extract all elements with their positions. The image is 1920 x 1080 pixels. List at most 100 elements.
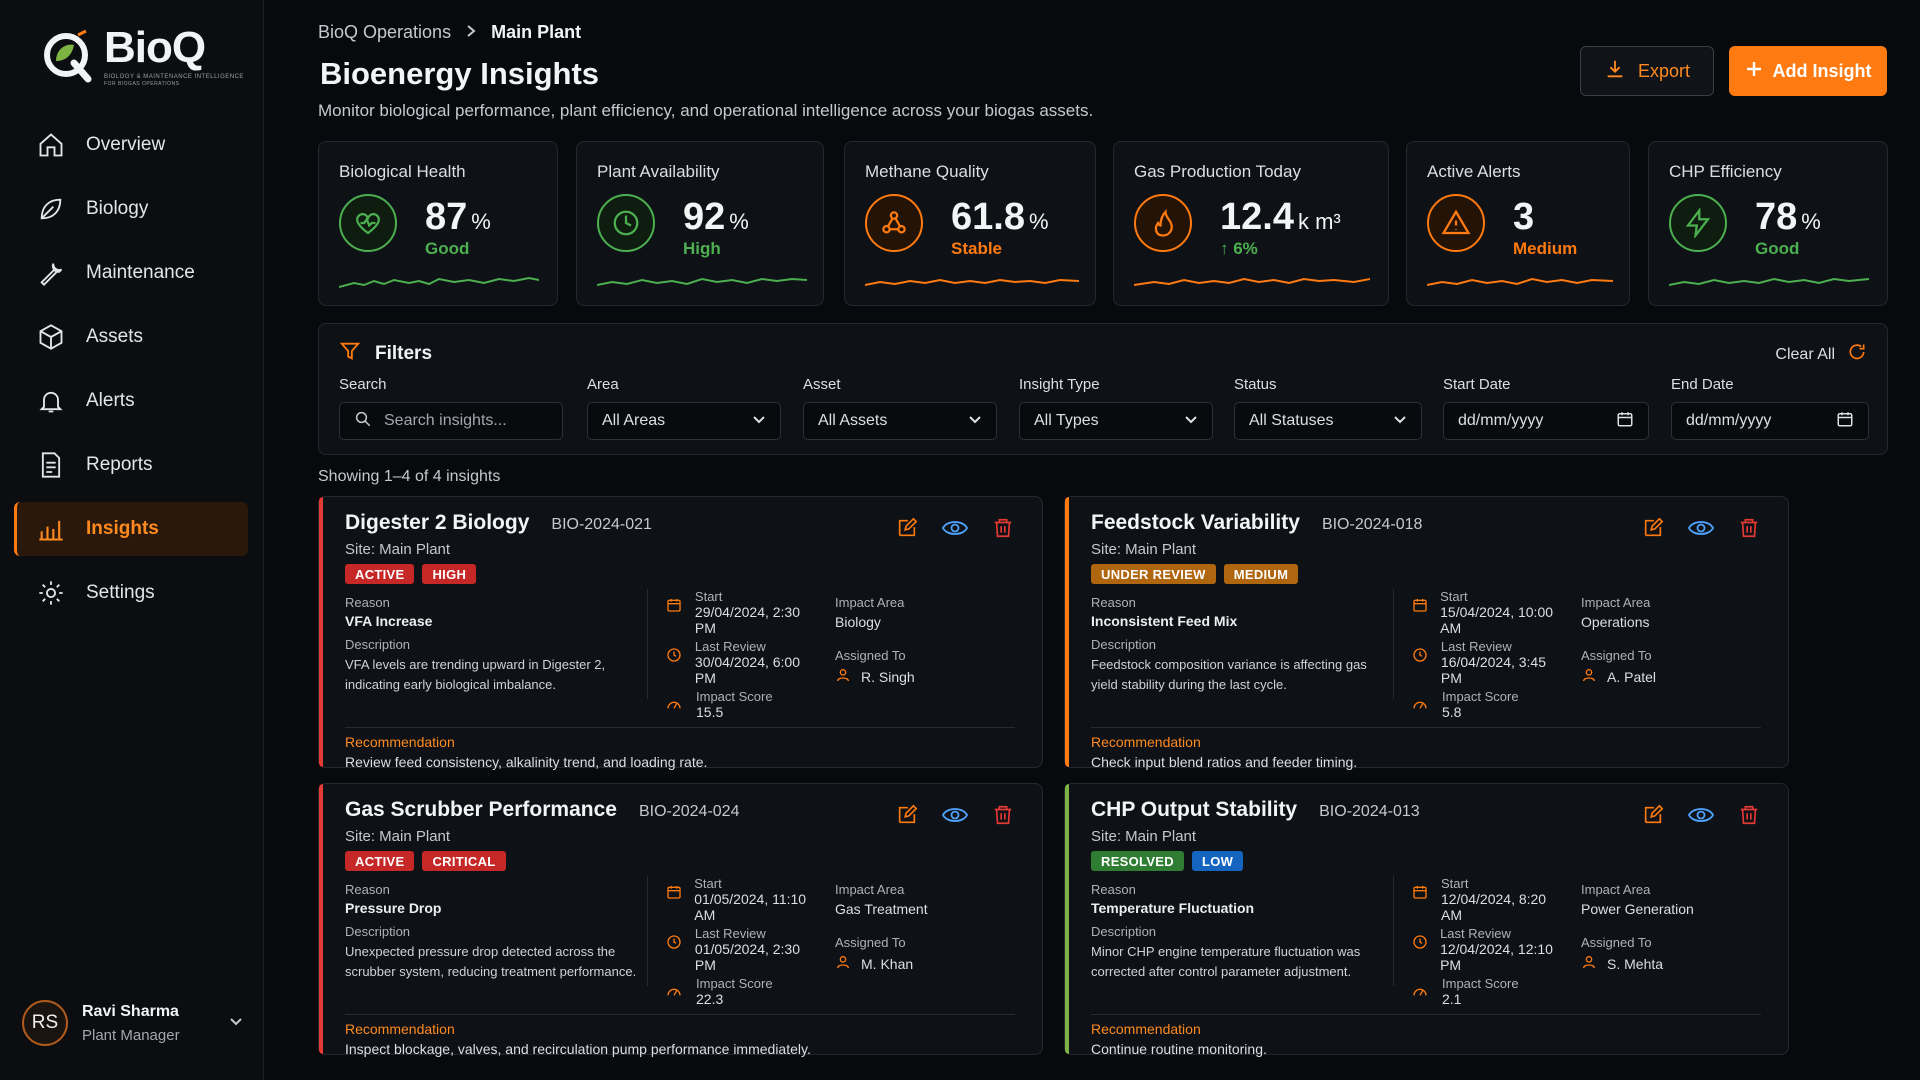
reason-label: Reason: [1091, 595, 1136, 610]
kpi-sparkline: [1134, 277, 1370, 286]
start-value: 15/04/2024, 10:00 AM: [1440, 604, 1554, 636]
chevron-down-icon[interactable]: [228, 1013, 244, 1034]
assigned-to[interactable]: R. Singh: [835, 667, 1015, 686]
clear-all-button[interactable]: Clear All: [1775, 342, 1867, 367]
impact-area-label: Impact Area: [835, 595, 905, 610]
kpi-biological-health[interactable]: Biological Health 87% Good: [318, 141, 558, 306]
brand-logo[interactable]: BioQ BIOLOGY & MAINTENANCE INTELLIGENCE …: [38, 22, 244, 90]
sidebar-item-overview[interactable]: Overview: [14, 118, 248, 172]
trash-icon[interactable]: [1736, 802, 1762, 828]
insight-title: CHP Output Stability: [1091, 798, 1298, 821]
search-input[interactable]: Search insights...: [339, 402, 563, 440]
edit-icon[interactable]: [1640, 515, 1666, 541]
insight-type-select[interactable]: All Types: [1019, 402, 1213, 440]
sidebar-item-reports[interactable]: Reports: [14, 438, 248, 492]
sidebar-item-settings[interactable]: Settings: [14, 566, 248, 620]
insight-site: Site: Main Plant: [345, 828, 451, 845]
brand-tagline-2: FOR BIOGAS OPERATIONS: [104, 80, 180, 87]
filters-panel: Filters Clear All Search Search insights…: [318, 323, 1888, 455]
reason-label: Reason: [345, 882, 390, 897]
sidebar: BioQ BIOLOGY & MAINTENANCE INTELLIGENCE …: [0, 0, 264, 1080]
description-label: Description: [345, 924, 411, 939]
asset-label: Asset: [803, 376, 841, 393]
user-icon: [1581, 954, 1597, 973]
sidebar-item-alerts[interactable]: Alerts: [14, 374, 248, 428]
card-accent-bar: [1065, 497, 1069, 767]
card-reason-column: Reason Pressure Drop Description Unexpec…: [345, 882, 645, 982]
area-select[interactable]: All Areas: [587, 402, 781, 440]
area-value: All Areas: [602, 412, 666, 429]
end-date-input[interactable]: dd/mm/yyyy: [1671, 402, 1869, 440]
kpi-chp-efficiency[interactable]: CHP Efficiency 78% Good: [1648, 141, 1888, 306]
filters-header: Filters: [339, 340, 432, 368]
recommendation-label: Recommendation: [1091, 734, 1201, 750]
bolt-icon: [1669, 194, 1727, 252]
insight-tags: UNDER REVIEW MEDIUM: [1091, 564, 1299, 584]
add-insight-button[interactable]: Add Insight: [1729, 46, 1887, 96]
insight-tags: RESOLVED LOW: [1091, 851, 1244, 871]
card-actions: [1640, 802, 1762, 828]
asset-select[interactable]: All Assets: [803, 402, 997, 440]
export-label: Export: [1637, 60, 1691, 81]
edit-icon[interactable]: [894, 515, 920, 541]
card-impact-column: Impact Area Biology Assigned To R. Singh: [835, 595, 1015, 704]
description-label: Description: [1091, 637, 1157, 652]
bell-icon: [36, 386, 66, 416]
user-icon: [1581, 667, 1597, 686]
kpi-methane-quality[interactable]: Methane Quality 61.8% Stable: [844, 141, 1096, 306]
export-button[interactable]: Export: [1580, 46, 1714, 96]
assigned-to[interactable]: M. Khan: [835, 954, 1015, 973]
status-select[interactable]: All Statuses: [1234, 402, 1422, 440]
sidebar-item-insights[interactable]: Insights: [14, 502, 248, 556]
eye-icon[interactable]: [942, 802, 968, 828]
card-actions: [894, 802, 1016, 828]
insight-card[interactable]: Gas Scrubber Performance BIO-2024-024 Si…: [318, 783, 1043, 1057]
insight-card[interactable]: CHP Output Stability BIO-2024-013 Site: …: [1064, 783, 1789, 1057]
assigned-to-label: Assigned To: [835, 935, 906, 950]
start-label: Start: [1440, 589, 1468, 604]
card-impact-column: Impact Area Operations Assigned To A. Pa…: [1581, 595, 1761, 704]
eye-icon[interactable]: [1688, 802, 1714, 828]
reason-value: Inconsistent Feed Mix: [1091, 613, 1238, 629]
kpi-gas-production[interactable]: Gas Production Today 12.4 k m³ ↑ 6%: [1113, 141, 1389, 306]
card-accent-bar: [1065, 784, 1069, 1054]
results-count: Showing 1–4 of 4 insights: [318, 468, 501, 485]
end-date-value: dd/mm/yyyy: [1686, 412, 1772, 429]
user-icon: [835, 954, 851, 973]
assigned-to[interactable]: S. Mehta: [1581, 954, 1761, 973]
impact-area-label: Impact Area: [835, 882, 905, 897]
calendar-icon: [666, 884, 682, 902]
recommendation-value: Check input blend ratios and feeder timi…: [1091, 754, 1358, 770]
edit-icon[interactable]: [894, 802, 920, 828]
impact-score-label: Impact Score: [696, 689, 773, 704]
impact-score-label: Impact Score: [1442, 976, 1519, 991]
last-review-label: Last Review: [694, 639, 766, 654]
start-date-input[interactable]: dd/mm/yyyy: [1443, 402, 1649, 440]
status-label: Status: [1234, 376, 1277, 393]
edit-icon[interactable]: [1640, 802, 1666, 828]
assigned-to[interactable]: A. Patel: [1581, 667, 1761, 686]
status-value: All Statuses: [1249, 412, 1334, 429]
sidebar-item-biology[interactable]: Biology: [14, 182, 248, 236]
sidebar-nav: Overview Biology Maintenance Assets Aler…: [14, 118, 248, 630]
impact-score-label: Impact Score: [1442, 689, 1519, 704]
calendar-icon: [666, 597, 683, 615]
insight-card[interactable]: Feedstock Variability BIO-2024-018 Site:…: [1064, 496, 1789, 770]
sidebar-item-assets[interactable]: Assets: [14, 310, 248, 364]
trash-icon[interactable]: [990, 515, 1016, 541]
trash-icon[interactable]: [1736, 515, 1762, 541]
kpi-plant-availability[interactable]: Plant Availability 92% High: [576, 141, 824, 306]
breadcrumb-item[interactable]: BioQ Operations: [318, 22, 452, 42]
eye-icon[interactable]: [1688, 515, 1714, 541]
impact-score-value: 5.8: [1442, 704, 1462, 720]
card-title-row: CHP Output Stability BIO-2024-013: [1091, 798, 1420, 822]
kpi-active-alerts[interactable]: Active Alerts 3 Medium: [1406, 141, 1630, 306]
recommendation-value: Continue routine monitoring.: [1091, 1041, 1267, 1057]
sidebar-item-maintenance[interactable]: Maintenance: [14, 246, 248, 300]
reason-label: Reason: [1091, 882, 1136, 897]
user-menu[interactable]: RS Ravi Sharma Plant Manager: [22, 992, 244, 1054]
eye-icon[interactable]: [942, 515, 968, 541]
insight-card[interactable]: Digester 2 Biology BIO-2024-021 Site: Ma…: [318, 496, 1043, 770]
warning-icon: [1427, 194, 1485, 252]
trash-icon[interactable]: [990, 802, 1016, 828]
